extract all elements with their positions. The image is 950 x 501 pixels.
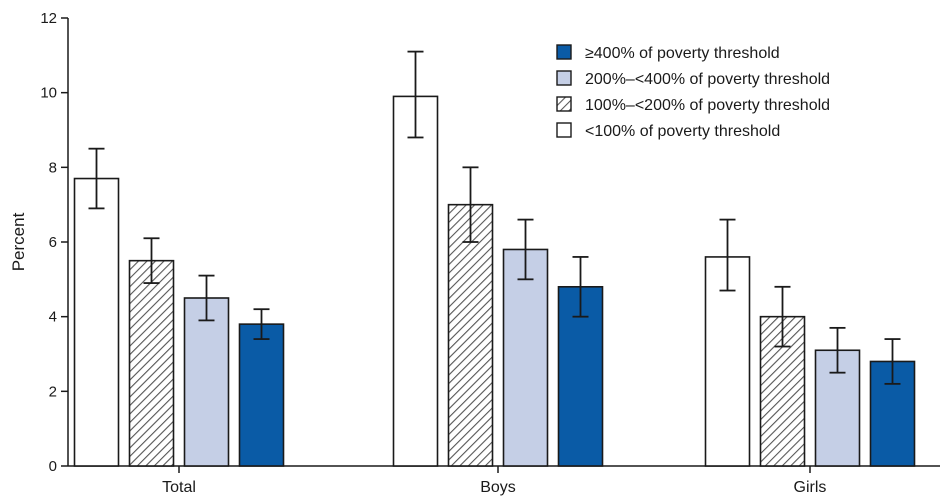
bar — [502, 248, 549, 467]
y-tick-label: 8 — [49, 159, 57, 176]
x-category-label: Girls — [794, 479, 827, 496]
y-tick-label: 2 — [49, 383, 57, 400]
bar — [183, 297, 230, 467]
x-category-label: Total — [162, 479, 196, 496]
legend-swatch — [556, 44, 572, 60]
bar — [128, 259, 175, 467]
legend-label: <100% of poverty threshold — [585, 123, 780, 140]
bar — [392, 95, 439, 467]
bar — [238, 323, 285, 467]
legend-label: 100%–<200% of poverty threshold — [585, 97, 830, 114]
legend-swatch — [556, 96, 572, 112]
y-axis-title: Percent — [9, 212, 28, 271]
legend-swatch — [556, 70, 572, 86]
y-tick-label: 0 — [49, 458, 57, 475]
y-tick-label: 6 — [49, 234, 57, 251]
legend-label: ≥400% of poverty threshold — [585, 45, 780, 62]
bar — [447, 203, 494, 467]
legend: ≥400% of poverty threshold 200%–<400% of … — [556, 44, 830, 140]
y-tick-label: 4 — [49, 309, 57, 326]
bar — [73, 177, 120, 467]
y-tick-label: 10 — [40, 85, 57, 102]
legend-swatch — [556, 122, 572, 138]
y-tick-label: 12 — [40, 10, 57, 27]
legend-label: 200%–<400% of poverty threshold — [585, 71, 830, 88]
x-category-label: Boys — [480, 479, 516, 496]
bars — [73, 50, 916, 467]
bar — [704, 256, 751, 467]
